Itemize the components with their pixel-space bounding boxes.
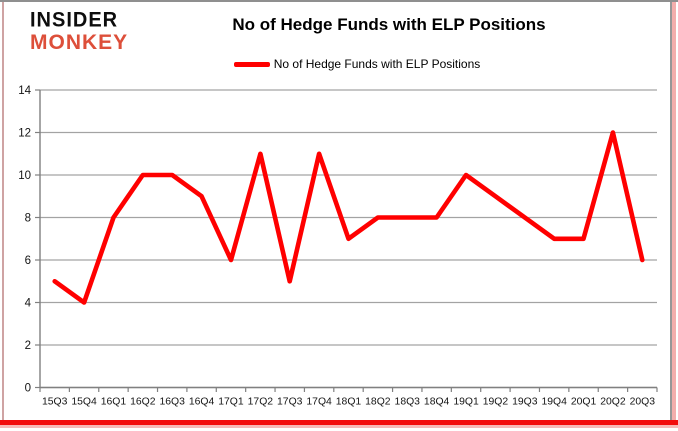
insider-monkey-logo: INSIDER MONKEY — [30, 9, 128, 53]
y-axis-label: 14 — [18, 85, 31, 97]
x-axis-label: 16Q2 — [130, 397, 156, 408]
x-axis-label: 17Q1 — [218, 397, 244, 408]
x-axis-label: 17Q2 — [248, 397, 274, 408]
x-axis-label: 16Q3 — [160, 397, 186, 408]
y-axis-label: 0 — [25, 383, 31, 395]
y-axis-label: 2 — [25, 340, 31, 352]
frame-bottom-glow — [0, 425, 678, 428]
chart-legend: No of Hedge Funds with ELP Positions — [36, 56, 678, 72]
y-axis-label: 10 — [18, 170, 31, 182]
x-axis-label: 19Q1 — [453, 397, 479, 408]
x-axis-label: 20Q1 — [571, 397, 597, 408]
y-axis-label: 4 — [25, 298, 32, 310]
legend-line-marker — [233, 61, 270, 67]
x-axis-label: 15Q4 — [71, 397, 97, 408]
x-axis-label: 18Q1 — [336, 397, 362, 408]
frame-right-glow — [672, 2, 676, 421]
x-axis-label: 19Q2 — [483, 397, 509, 408]
frame-right-edge — [670, 2, 672, 421]
y-axis-label: 6 — [25, 255, 31, 267]
x-axis-label: 18Q4 — [424, 397, 450, 408]
series-line — [52, 130, 645, 305]
chart-title: No of Hedge Funds with ELP Positions — [232, 15, 546, 34]
x-axis-label: 20Q3 — [630, 397, 656, 408]
x-axis-label: 20Q2 — [600, 397, 626, 408]
y-axis-label: 8 — [25, 213, 31, 225]
x-axis-label: 17Q3 — [277, 397, 303, 408]
x-axis-label: 17Q4 — [306, 397, 332, 408]
logo-line2: MONKEY — [30, 31, 129, 54]
x-axis-label: 15Q3 — [42, 397, 68, 408]
x-axis-label: 16Q4 — [189, 397, 215, 408]
x-axis-label: 18Q3 — [395, 397, 421, 408]
frame-bottom-red-bar — [0, 420, 678, 425]
frame-left-edge — [2, 2, 4, 421]
x-axis-label: 19Q3 — [512, 397, 538, 408]
x-axis-label: 19Q4 — [541, 397, 567, 408]
x-axis-label: 16Q1 — [101, 397, 127, 408]
y-axis-label: 12 — [18, 128, 31, 140]
x-axis-label: 18Q2 — [365, 397, 391, 408]
legend-label: No of Hedge Funds with ELP Positions — [273, 57, 481, 71]
frame-top-edge — [0, 0, 678, 2]
logo-line1: INSIDER — [30, 7, 119, 32]
